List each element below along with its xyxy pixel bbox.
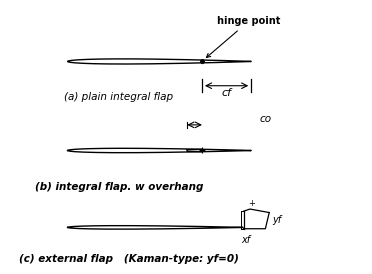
Text: hinge point: hinge point: [206, 16, 280, 58]
Text: (b) integral flap. w overhang: (b) integral flap. w overhang: [35, 181, 203, 192]
Text: yf: yf: [272, 215, 281, 225]
Text: (a) plain integral flap: (a) plain integral flap: [64, 93, 174, 102]
Text: cf: cf: [222, 89, 232, 98]
Text: +: +: [248, 199, 255, 208]
Text: xf: xf: [242, 235, 251, 245]
Text: (c) external flap   (Kaman-type: yf=0): (c) external flap (Kaman-type: yf=0): [19, 254, 239, 264]
Text: co: co: [260, 113, 272, 124]
